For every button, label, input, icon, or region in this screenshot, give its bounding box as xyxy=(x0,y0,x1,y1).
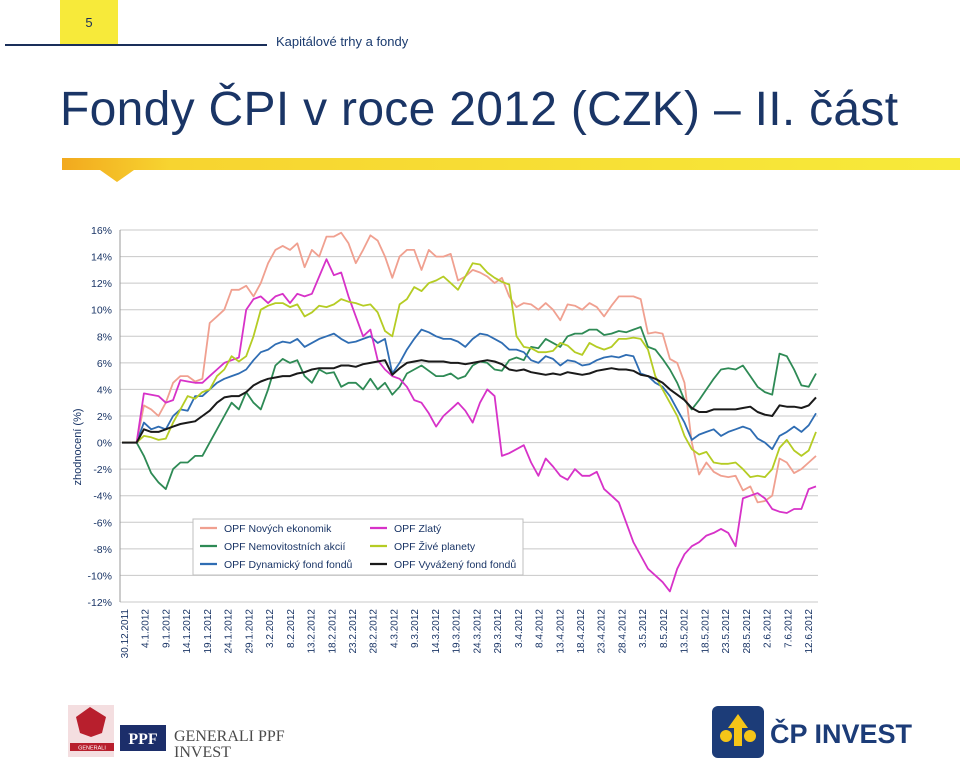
page-title: Fondy ČPI v roce 2012 (CZK) – II. část xyxy=(60,83,899,136)
y-tick-label: 0% xyxy=(97,438,112,450)
x-tick-label: 14.3.2012 xyxy=(431,609,442,654)
x-axis-ticks: 30.12.2011 4.1.2012 9.1.2012 14.1.2012 19.1.… xyxy=(120,609,815,659)
generali-wordmark: GENERALI xyxy=(78,746,106,752)
x-tick-label: 14.1.2012 xyxy=(182,609,193,654)
series-line xyxy=(122,258,817,593)
header-line xyxy=(5,44,267,46)
title-ribbon xyxy=(62,158,960,182)
x-tick-label: 7.6.2012 xyxy=(783,609,794,648)
x-tick-label: 29.1.2012 xyxy=(244,609,255,654)
x-tick-label: 3.5.2012 xyxy=(638,609,649,648)
y-tick-label: -8% xyxy=(93,544,112,556)
y-tick-label: 14% xyxy=(91,252,112,264)
ppf-wordmark: PPF xyxy=(128,731,158,748)
x-tick-label: 19.3.2012 xyxy=(452,609,463,654)
cp-invest-wordmark: ČP INVEST xyxy=(770,718,912,749)
generali-ppf-logo: GENERALI PPF GENERALI PPF INVEST xyxy=(68,703,288,761)
x-tick-label: 28.2.2012 xyxy=(369,609,380,654)
x-tick-label: 13.5.2012 xyxy=(680,609,691,654)
series-line xyxy=(122,326,817,491)
legend-label: OPF Nemovitostních akcií xyxy=(224,541,345,553)
y-tick-label: 2% xyxy=(97,411,112,423)
logo-line-2: INVEST xyxy=(174,744,231,759)
x-tick-label: 2.6.2012 xyxy=(763,609,774,648)
chart-series xyxy=(122,231,817,593)
page-number-badge: 5 xyxy=(60,0,118,45)
x-tick-label: 9.3.2012 xyxy=(410,609,421,648)
y-tick-label: 6% xyxy=(97,358,112,370)
y-tick-label: -2% xyxy=(93,464,112,476)
x-tick-label: 23.2.2012 xyxy=(348,609,359,654)
logo-line-1: GENERALI PPF xyxy=(174,728,285,745)
x-tick-label: 8.2.2012 xyxy=(286,609,297,648)
chart-legend: OPF Nových ekonomik OPF Zlatý OPF Nemovito… xyxy=(192,518,524,576)
legend-box xyxy=(192,518,524,576)
series-line xyxy=(122,231,817,504)
y-axis-ticks: -12% -10% -8% -6% -4% -2% 0% 2% 4% 6% 8% 10% 12% 14% 1… xyxy=(87,225,112,609)
x-tick-label: 28.4.2012 xyxy=(617,609,628,654)
x-tick-label: 3.4.2012 xyxy=(514,609,525,648)
cp-invest-logo: ČP INVEST xyxy=(712,706,913,760)
y-tick-label: 16% xyxy=(91,225,112,237)
x-tick-label: 28.5.2012 xyxy=(742,609,753,654)
series-line xyxy=(122,262,817,479)
x-tick-label: 29.3.2012 xyxy=(493,609,504,654)
section-label: Kapitálové trhy a fondy xyxy=(276,34,409,49)
x-tick-label: 23.4.2012 xyxy=(597,609,608,654)
x-tick-label: 8.5.2012 xyxy=(659,609,670,648)
x-tick-label: 24.3.2012 xyxy=(472,609,483,654)
y-tick-label: 4% xyxy=(97,384,112,396)
y-tick-label: 8% xyxy=(97,331,112,343)
x-tick-label: 23.5.2012 xyxy=(721,609,732,654)
y-tick-label: 10% xyxy=(91,305,112,317)
y-tick-label: -10% xyxy=(87,570,112,582)
series-line xyxy=(122,328,817,451)
y-tick-label: 12% xyxy=(91,278,112,290)
x-tick-label: 18.4.2012 xyxy=(576,609,587,654)
page-number: 5 xyxy=(85,15,93,30)
legend-label: OPF Vyvážený fond fondů xyxy=(394,559,516,571)
y-tick-label: -4% xyxy=(93,491,112,503)
x-tick-label: 8.4.2012 xyxy=(535,609,546,648)
x-tick-label: 13.2.2012 xyxy=(307,609,318,654)
x-tick-label: 30.12.2011 xyxy=(120,609,131,659)
x-tick-label: 3.2.2012 xyxy=(265,609,276,648)
x-tick-label: 18.2.2012 xyxy=(327,609,338,654)
x-tick-label: 9.1.2012 xyxy=(161,609,172,648)
x-tick-label: 19.1.2012 xyxy=(203,609,214,654)
x-tick-label: 24.1.2012 xyxy=(224,609,235,654)
legend-label: OPF Dynamický fond fondů xyxy=(224,559,353,571)
legend-label: OPF Živé planety xyxy=(394,540,476,553)
legend-label: OPF Zlatý xyxy=(394,523,442,535)
series-line xyxy=(122,359,817,444)
x-tick-label: 18.5.2012 xyxy=(700,609,711,654)
legend-label: OPF Nových ekonomik xyxy=(224,523,332,535)
x-tick-label: 13.4.2012 xyxy=(555,609,566,654)
x-tick-label: 4.3.2012 xyxy=(389,609,400,648)
x-tick-label: 4.1.2012 xyxy=(141,609,152,648)
y-axis-label: zhodnocení (%) xyxy=(72,408,84,485)
y-tick-label: -6% xyxy=(93,517,112,529)
x-tick-label: 12.6.2012 xyxy=(804,609,815,654)
y-tick-label: -12% xyxy=(87,597,112,609)
